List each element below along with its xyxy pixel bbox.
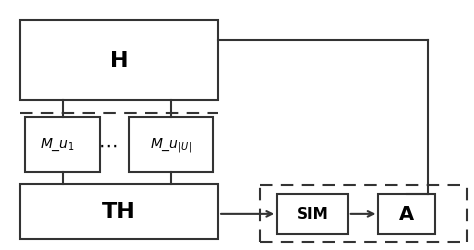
Text: $M\_u_{|U|}$: $M\_u_{|U|}$ [150,136,192,154]
Text: $M\_u_{1}$: $M\_u_{1}$ [40,137,75,153]
Bar [378,194,435,234]
Text: SIM: SIM [297,206,328,222]
Text: $\cdots$: $\cdots$ [98,135,117,154]
Text: A: A [399,204,414,224]
Bar [25,118,100,172]
Bar [128,118,213,172]
Bar [20,184,218,239]
Text: TH: TH [102,202,136,222]
Bar [277,194,348,234]
Text: H: H [110,51,128,71]
Bar [20,21,218,100]
